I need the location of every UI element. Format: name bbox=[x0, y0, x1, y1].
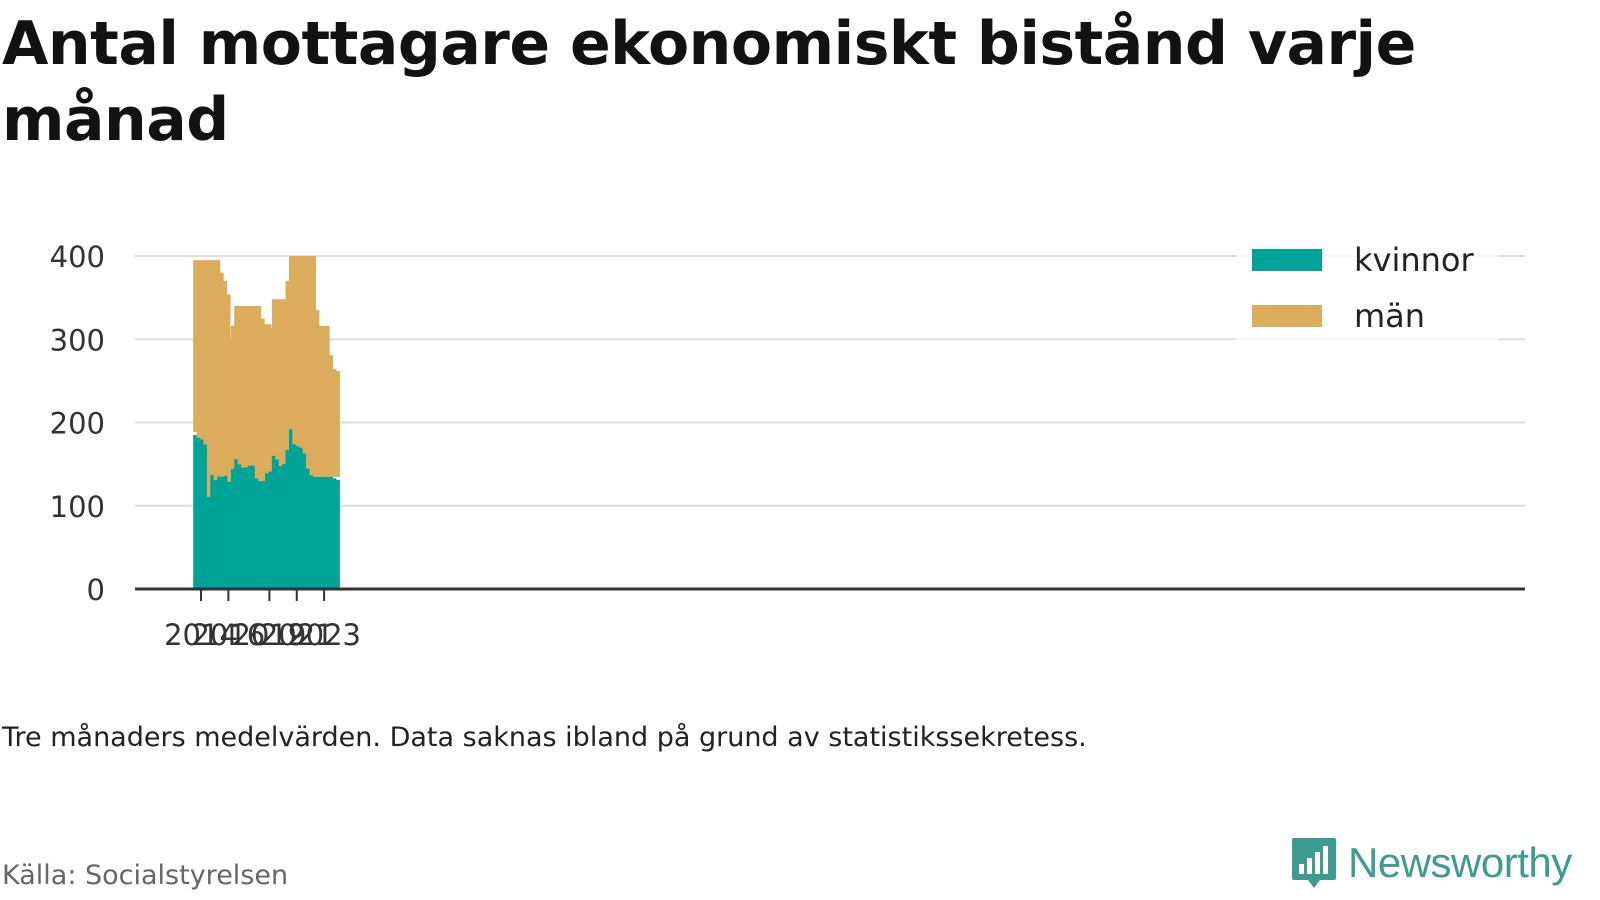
legend-label: män bbox=[1354, 297, 1425, 335]
bar-man bbox=[312, 370, 340, 477]
brand-name: Newsworthy bbox=[1348, 839, 1572, 886]
legend: kvinnor män bbox=[1236, 235, 1498, 351]
x-tick-label: 2023 bbox=[287, 618, 361, 652]
x-tick-label: 2016 bbox=[191, 618, 265, 652]
chart-title: Antal mottagare ekonomiskt bistånd varje… bbox=[2, 9, 1416, 155]
bar-kvinnor bbox=[312, 479, 340, 589]
y-tick-label: 100 bbox=[50, 490, 105, 524]
y-tick-label: 0 bbox=[87, 573, 105, 607]
legend-swatch bbox=[1252, 249, 1322, 271]
legend-swatch bbox=[1252, 305, 1322, 327]
y-tick-label: 400 bbox=[50, 240, 105, 274]
legend-label: kvinnor bbox=[1354, 241, 1475, 279]
x-tick-label: 2014 bbox=[164, 618, 238, 652]
chart-note: Tre månaders medelvärden. Data saknas ib… bbox=[2, 722, 1087, 753]
y-tick-label: 300 bbox=[50, 323, 105, 357]
y-tick-label: 200 bbox=[50, 407, 105, 441]
bars bbox=[193, 256, 340, 589]
x-tick-label: 2019 bbox=[232, 618, 306, 652]
source-label: Källa: Socialstyrelsen bbox=[2, 860, 289, 891]
newsworthy-logo-icon bbox=[1292, 838, 1336, 888]
x-tick-label: 2021 bbox=[260, 618, 334, 652]
newsworthy-logo: Newsworthy bbox=[1290, 836, 1572, 890]
